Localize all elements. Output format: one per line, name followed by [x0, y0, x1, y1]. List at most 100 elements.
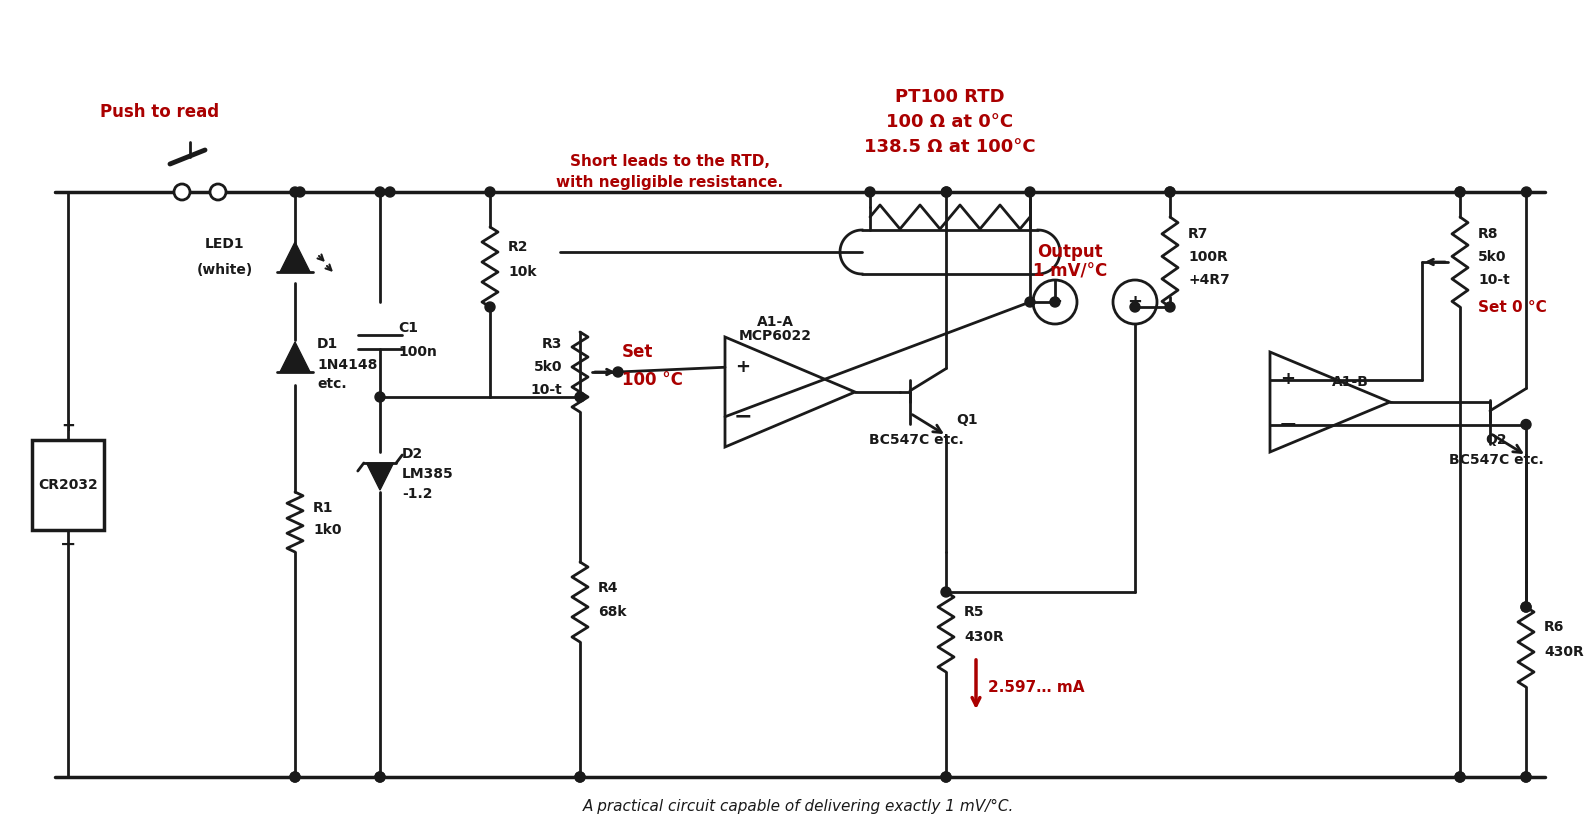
Text: R2: R2 — [508, 240, 528, 254]
Text: R8: R8 — [1478, 227, 1499, 241]
Text: +4R7: +4R7 — [1187, 273, 1231, 287]
Text: 1N4148: 1N4148 — [318, 358, 377, 372]
Text: R7: R7 — [1187, 227, 1208, 241]
Text: −: − — [734, 407, 752, 427]
Circle shape — [295, 187, 305, 197]
Text: LED1: LED1 — [206, 237, 244, 251]
Text: (white): (white) — [196, 263, 254, 277]
Text: 10k: 10k — [508, 265, 536, 279]
Circle shape — [1456, 772, 1465, 782]
Text: 100n: 100n — [397, 345, 437, 359]
Text: A practical circuit capable of delivering exactly 1 mV/°C.: A practical circuit capable of deliverin… — [583, 799, 1013, 814]
Circle shape — [1521, 602, 1531, 612]
Text: D1: D1 — [318, 337, 338, 351]
Circle shape — [1025, 297, 1034, 307]
Circle shape — [1050, 297, 1060, 307]
Circle shape — [1521, 602, 1531, 612]
Circle shape — [942, 187, 951, 197]
Polygon shape — [279, 342, 310, 372]
Polygon shape — [367, 463, 394, 490]
Text: R1: R1 — [313, 501, 334, 515]
Text: 5k0: 5k0 — [1478, 250, 1507, 264]
Circle shape — [375, 392, 385, 402]
Circle shape — [375, 772, 385, 782]
Circle shape — [942, 772, 951, 782]
Text: CR2032: CR2032 — [38, 478, 97, 492]
Circle shape — [1130, 302, 1140, 312]
Text: −: − — [59, 534, 77, 553]
Text: 430R: 430R — [964, 630, 1004, 644]
Text: 138.5 Ω at 100°C: 138.5 Ω at 100°C — [863, 138, 1036, 156]
Circle shape — [1456, 187, 1465, 197]
Text: +: + — [736, 359, 750, 376]
Text: 68k: 68k — [598, 605, 627, 619]
Text: +: + — [1127, 293, 1143, 311]
Text: Set 0 °C: Set 0 °C — [1478, 300, 1547, 314]
Text: +: + — [61, 417, 75, 435]
Text: 100R: 100R — [1187, 250, 1227, 264]
Text: Short leads to the RTD,: Short leads to the RTD, — [570, 155, 769, 170]
Text: LM385: LM385 — [402, 467, 453, 481]
Circle shape — [485, 302, 495, 312]
Text: etc.: etc. — [318, 377, 346, 391]
Text: -1.2: -1.2 — [402, 487, 433, 501]
Text: BC547C etc.: BC547C etc. — [870, 433, 964, 447]
Circle shape — [575, 772, 586, 782]
Circle shape — [1521, 419, 1531, 429]
Text: MCP6022: MCP6022 — [739, 329, 811, 343]
Circle shape — [1456, 772, 1465, 782]
Polygon shape — [279, 242, 310, 272]
Circle shape — [1165, 187, 1175, 197]
Text: D2: D2 — [402, 447, 423, 461]
Text: 10-t: 10-t — [530, 383, 562, 397]
Circle shape — [575, 772, 586, 782]
Circle shape — [1165, 302, 1175, 312]
Text: R5: R5 — [964, 605, 985, 619]
Text: 1k0: 1k0 — [313, 523, 342, 537]
Text: 10-t: 10-t — [1478, 273, 1510, 287]
Text: A1-B: A1-B — [1331, 375, 1368, 389]
Circle shape — [865, 187, 875, 197]
Circle shape — [485, 187, 495, 197]
Circle shape — [1521, 772, 1531, 782]
Text: −: − — [1047, 293, 1063, 311]
Text: 100 Ω at 0°C: 100 Ω at 0°C — [886, 113, 1013, 131]
Circle shape — [211, 184, 227, 200]
Circle shape — [290, 772, 300, 782]
Text: A1-A: A1-A — [757, 315, 793, 329]
Circle shape — [613, 367, 622, 377]
Circle shape — [942, 772, 951, 782]
Text: +: + — [1280, 370, 1296, 389]
Circle shape — [1165, 187, 1175, 197]
Text: PT100 RTD: PT100 RTD — [895, 88, 1005, 106]
Text: BC547C etc.: BC547C etc. — [1449, 453, 1543, 467]
Circle shape — [290, 187, 300, 197]
Circle shape — [1025, 187, 1034, 197]
Circle shape — [375, 772, 385, 782]
Text: C1: C1 — [397, 321, 418, 335]
Text: R6: R6 — [1543, 620, 1564, 634]
Circle shape — [1456, 187, 1465, 197]
Text: R4: R4 — [598, 581, 619, 595]
Text: 2.597… mA: 2.597… mA — [988, 680, 1085, 695]
Circle shape — [290, 772, 300, 782]
Text: Set: Set — [622, 343, 653, 361]
Circle shape — [375, 187, 385, 197]
Text: 5k0: 5k0 — [533, 360, 562, 374]
Circle shape — [174, 184, 190, 200]
Text: Q2: Q2 — [1486, 433, 1507, 447]
Circle shape — [1521, 772, 1531, 782]
Text: 430R: 430R — [1543, 645, 1583, 659]
Circle shape — [942, 187, 951, 197]
Text: −: − — [1278, 414, 1298, 434]
Text: with negligible resistance.: with negligible resistance. — [557, 175, 784, 190]
Text: Q1: Q1 — [956, 413, 978, 427]
Text: 1 mV/°C: 1 mV/°C — [1033, 263, 1108, 281]
Circle shape — [575, 392, 586, 402]
Circle shape — [1521, 187, 1532, 197]
Circle shape — [942, 587, 951, 597]
Text: Output: Output — [1037, 243, 1103, 261]
Text: Push to read: Push to read — [101, 103, 220, 121]
Text: 100 °C: 100 °C — [622, 371, 683, 389]
Text: R3: R3 — [541, 337, 562, 351]
